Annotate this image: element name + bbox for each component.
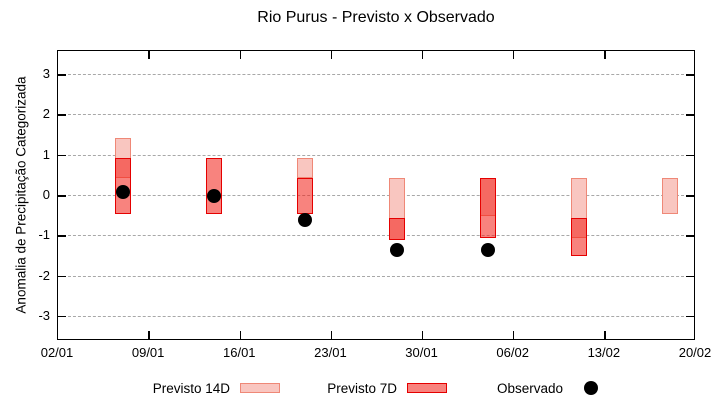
- ytick-left: [58, 74, 66, 76]
- xtick-label: 06/02: [496, 345, 529, 360]
- xtick-top: [330, 51, 333, 59]
- xtick-top: [421, 51, 424, 59]
- ytick-label: 0: [42, 187, 50, 202]
- legend-label-previsto-7d: Previsto 7D: [327, 381, 397, 396]
- bar-previsto-14d: [661, 177, 678, 215]
- xtick-bottom: [604, 331, 606, 339]
- xtick-bottom: [330, 331, 333, 339]
- ytick-right: [686, 74, 694, 76]
- bar-previsto-7d: [570, 218, 587, 257]
- bar-previsto-14d: [297, 157, 314, 178]
- ytick-label: -2: [38, 267, 50, 283]
- gridline-y-2: [58, 275, 694, 277]
- observado-dot: [116, 184, 131, 199]
- xtick-bottom: [421, 331, 424, 339]
- xtick-label: 13/02: [587, 345, 621, 360]
- xtick-label: 23/01: [314, 345, 347, 360]
- legend-swatch-observado-icon: [584, 381, 598, 395]
- ytick-left: [58, 235, 66, 237]
- xtick-label: 30/01: [405, 345, 438, 360]
- gridline-y-3: [58, 315, 694, 317]
- xtick-label: 20/02: [678, 345, 712, 360]
- ytick-left: [58, 195, 66, 197]
- xtick-top: [148, 51, 150, 59]
- ytick-right: [686, 275, 694, 278]
- xtick-label: 09/01: [131, 345, 165, 360]
- legend-label-observado: Observado: [496, 381, 563, 396]
- ytick-label: 3: [42, 66, 50, 82]
- xtick-label: 16/01: [223, 345, 256, 360]
- xtick-bottom: [512, 331, 515, 339]
- plot-area: [57, 50, 695, 340]
- observado-dot: [298, 213, 313, 228]
- ytick-label: 1: [42, 146, 50, 162]
- ytick-label: -1: [38, 227, 50, 243]
- ytick-right: [686, 235, 694, 237]
- gridline-y0: [58, 195, 694, 196]
- bar-previsto-7d: [297, 177, 314, 215]
- ytick-right: [686, 154, 694, 157]
- gridline-y3: [58, 74, 694, 76]
- xtick-label: 02/01: [40, 345, 74, 360]
- legend-label-previsto-14d: Previsto 14D: [152, 381, 230, 396]
- ytick-right: [686, 114, 694, 116]
- bar-previsto-7d: [388, 218, 405, 241]
- ytick-left: [58, 275, 66, 278]
- bar-previsto-7d: [206, 157, 223, 215]
- bar-previsto-7d: [479, 177, 496, 239]
- observado-dot: [389, 243, 404, 258]
- ytick-label: 2: [42, 106, 50, 122]
- ytick-right: [686, 195, 694, 197]
- ytick-left: [58, 154, 66, 157]
- legend-swatch-previsto-7d-icon: [407, 383, 447, 393]
- chart-title: Rio Purus - Previsto x Observado: [257, 9, 495, 26]
- legend-swatch-previsto-14d-icon: [240, 383, 280, 393]
- ytick-left: [58, 114, 66, 116]
- observado-dot: [207, 189, 222, 203]
- xtick-bottom: [148, 331, 150, 339]
- ytick-left: [58, 315, 66, 318]
- xtick-top: [512, 51, 515, 59]
- xtick-bottom: [239, 331, 242, 339]
- observado-dot: [480, 243, 495, 258]
- xtick-top: [239, 51, 242, 59]
- xtick-top: [604, 51, 606, 59]
- gridline-y-1: [58, 235, 694, 237]
- gridline-y2: [58, 114, 694, 116]
- ytick-right: [686, 315, 694, 318]
- ytick-label: -3: [38, 307, 50, 323]
- gridline-y1: [58, 154, 694, 156]
